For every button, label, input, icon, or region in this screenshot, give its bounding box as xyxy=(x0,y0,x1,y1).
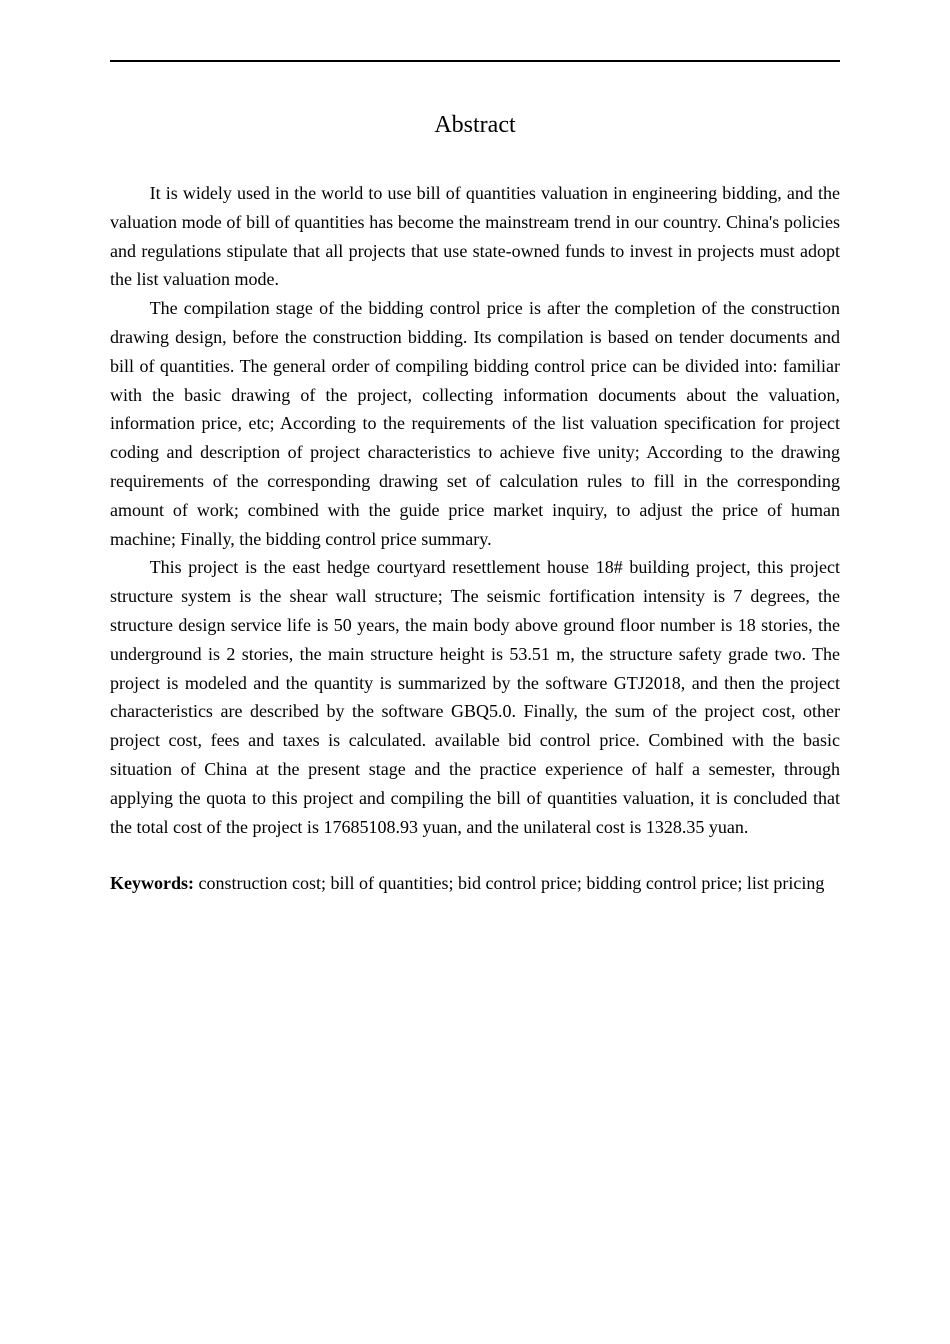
abstract-paragraph-2: The compilation stage of the bidding con… xyxy=(110,294,840,553)
keywords-section: Keywords: construction cost; bill of qua… xyxy=(110,869,840,898)
abstract-title: Abstract xyxy=(110,112,840,139)
header-rule xyxy=(110,60,840,62)
keywords-label: Keywords: xyxy=(110,873,194,893)
abstract-paragraph-3: This project is the east hedge courtyard… xyxy=(110,553,840,841)
keywords-text: construction cost; bill of quantities; b… xyxy=(194,873,824,893)
abstract-paragraph-1: It is widely used in the world to use bi… xyxy=(110,179,840,294)
